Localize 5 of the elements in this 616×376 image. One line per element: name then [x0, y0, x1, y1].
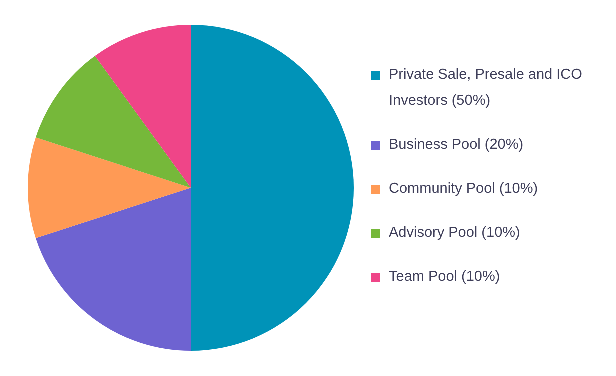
legend-label: Business Pool (20%) — [389, 136, 524, 155]
legend-label: Advisory Pool (10%) — [389, 224, 520, 243]
legend-label: Private Sale, Presale and ICO Investors (50%) — [389, 66, 584, 111]
legend-label: Team Pool (10%) — [389, 268, 500, 287]
legend-label: Community Pool (10%) — [389, 180, 538, 199]
